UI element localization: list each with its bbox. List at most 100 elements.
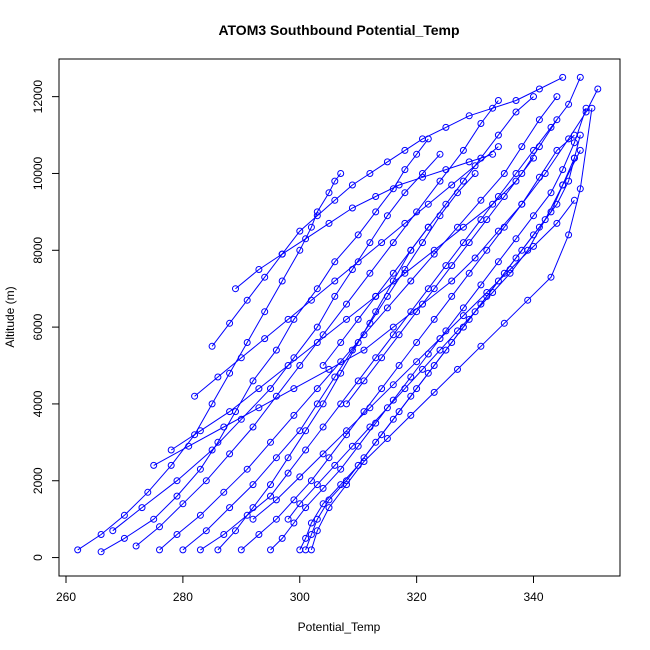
series-layer — [74, 73, 602, 556]
data-point — [331, 292, 339, 300]
data-point — [389, 415, 397, 423]
data-point — [389, 239, 397, 247]
data-point — [500, 193, 508, 200]
series-16 — [232, 150, 497, 293]
x-tick-label: 320 — [407, 590, 427, 604]
series-line — [194, 146, 499, 397]
data-point — [337, 170, 345, 177]
data-point — [296, 227, 304, 235]
x-axis: 260 280 300 320 340 — [56, 575, 544, 604]
data-point — [348, 204, 356, 212]
series-line — [305, 157, 575, 551]
data-point — [337, 339, 345, 346]
data-point — [313, 385, 321, 393]
data-point — [226, 450, 234, 458]
data-point — [424, 350, 432, 358]
data-point — [524, 296, 532, 304]
data-point — [477, 120, 485, 127]
series-line — [270, 108, 587, 551]
data-point — [494, 258, 502, 266]
data-point — [296, 500, 304, 508]
data-point — [191, 431, 199, 439]
data-point — [226, 504, 234, 512]
data-point — [331, 177, 339, 185]
data-point — [202, 527, 210, 535]
series-line — [211, 76, 563, 347]
data-point — [419, 365, 426, 373]
data-point — [167, 446, 175, 454]
data-point — [419, 135, 426, 143]
data-point — [372, 193, 380, 200]
data-point — [302, 235, 310, 243]
series-20 — [343, 116, 561, 408]
data-point — [267, 492, 274, 500]
data-point — [424, 223, 432, 231]
data-point — [232, 285, 239, 293]
data-point — [389, 381, 397, 389]
data-point — [272, 515, 280, 523]
y-axis: 0 2000 4000 6000 8000 10000 12000 — [31, 80, 60, 561]
data-point — [459, 223, 467, 231]
x-tick-label: 300 — [290, 590, 310, 604]
data-point — [530, 212, 537, 220]
data-point — [465, 269, 473, 277]
data-point — [290, 519, 298, 527]
data-point — [307, 531, 315, 538]
data-point — [494, 131, 502, 139]
data-point — [442, 123, 450, 131]
data-point — [132, 542, 140, 550]
data-point — [518, 200, 526, 208]
data-point — [424, 200, 432, 208]
data-point — [267, 385, 274, 393]
data-point — [395, 181, 403, 189]
data-point — [430, 250, 438, 258]
data-point — [191, 392, 199, 400]
data-point — [354, 258, 362, 266]
data-point — [348, 181, 356, 189]
data-point — [237, 354, 245, 362]
series-line — [346, 119, 558, 405]
data-point — [565, 231, 573, 239]
data-point — [489, 289, 497, 296]
data-point — [576, 185, 584, 193]
data-point — [196, 511, 204, 519]
data-point — [448, 277, 456, 285]
data-point — [278, 277, 286, 285]
data-point — [448, 339, 456, 346]
data-point — [360, 408, 368, 416]
data-point — [483, 246, 491, 254]
series-line — [77, 173, 342, 551]
data-point — [150, 515, 158, 523]
data-point — [378, 239, 386, 247]
data-point — [360, 454, 368, 462]
data-point — [530, 242, 537, 250]
data-point — [366, 319, 374, 327]
data-point — [430, 362, 438, 369]
series-3 — [132, 97, 502, 550]
data-point — [150, 461, 158, 469]
data-point — [442, 327, 450, 335]
data-point — [360, 458, 368, 465]
data-point — [278, 250, 286, 258]
data-point — [302, 504, 310, 512]
data-point — [547, 273, 555, 281]
data-point — [454, 365, 461, 373]
data-point — [237, 546, 245, 554]
data-point — [395, 331, 403, 339]
data-point — [372, 438, 380, 446]
data-point — [494, 227, 502, 235]
data-point — [413, 385, 421, 393]
data-point — [208, 446, 216, 454]
data-point — [208, 400, 216, 408]
data-point — [313, 481, 321, 489]
data-point — [494, 277, 502, 285]
data-point — [366, 423, 374, 431]
series-17 — [191, 143, 502, 400]
data-point — [430, 388, 438, 396]
data-point — [267, 481, 274, 489]
data-point — [489, 200, 497, 208]
series-line — [322, 96, 534, 366]
data-point — [278, 534, 286, 542]
y-tick-label: 6000 — [31, 313, 45, 340]
data-point — [407, 277, 415, 285]
